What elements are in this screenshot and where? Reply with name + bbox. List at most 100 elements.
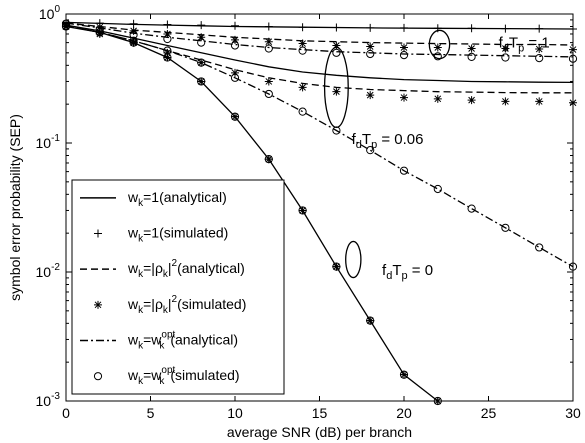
point-w-k-k-2-simulated-fd-1 bbox=[95, 23, 104, 32]
point-w-k-k-2-simulated-fd-1 bbox=[467, 44, 476, 53]
point-w-k-w-k-opt-simulated-fd-1 bbox=[163, 34, 172, 44]
point-w-k-k-2-simulated-fd-0-06 bbox=[332, 87, 341, 96]
point-w-k-w-k-opt-simulated-fd-0-06 bbox=[467, 204, 476, 213]
x-tick-label: 15 bbox=[312, 405, 328, 421]
point-w-k-w-k-opt-simulated-fd-1 bbox=[399, 51, 409, 60]
point-w-k-w-k-opt-simulated-fd-0 bbox=[332, 262, 341, 271]
point-w-k-1-simulated-fd-1 bbox=[264, 22, 273, 31]
point-w-k-w-k-opt-simulated-fd-1 bbox=[298, 46, 307, 55]
point-w-k-w-k-opt-simulated-fd-0-06 bbox=[433, 184, 442, 194]
point-w-k-k-2-simulated-fd-0-06 bbox=[264, 77, 273, 86]
point-w-k-w-k-opt-simulated-fd-0-06 bbox=[366, 146, 375, 155]
point-w-k-k-2-simulated-fd-0-06 bbox=[366, 91, 375, 100]
point-w-k-k-2-simulated-fd-0-06 bbox=[501, 97, 510, 106]
point-w-k-1-simulated-fd-1 bbox=[231, 21, 239, 30]
y-tick-label: 10-2 bbox=[36, 262, 61, 280]
point-w-k-1-simulated-fd-1 bbox=[366, 23, 375, 32]
point-w-k-k-2-simulated-fd-1 bbox=[231, 35, 239, 44]
point-w-k-w-k-opt-simulated-fd-0 bbox=[399, 370, 409, 379]
point-w-k-k-2-simulated-fd-1 bbox=[163, 29, 172, 38]
point-w-k-k-2-simulated-fd-0 bbox=[332, 262, 341, 271]
point-w-k-k-2-simulated-fd-1 bbox=[298, 39, 307, 48]
point-w-k-w-k-opt-simulated-fd-0-06 bbox=[535, 243, 544, 252]
point-w-k-k-2-simulated-fd-0-06 bbox=[535, 97, 544, 106]
point-w-k-w-k-opt-simulated-fd-0-06 bbox=[264, 89, 273, 99]
annotation-layer: fdTp = 1 fdTp = 0.06 fdTp = 0 bbox=[323, 29, 550, 282]
point-w-k-k-2-simulated-fd-1 bbox=[535, 45, 544, 54]
series-line-w-k-w-k-opt-analytical-fd-1 bbox=[65, 22, 574, 58]
group-ellipse bbox=[345, 240, 362, 279]
point-w-k-1-simulated-fd-1 bbox=[163, 20, 172, 29]
point-w-k-w-k-opt-simulated-fd-0-06 bbox=[230, 73, 240, 82]
point-w-k-w-k-opt-simulated-fd-1 bbox=[501, 53, 510, 62]
point-w-k-1-simulated-fd-1 bbox=[535, 24, 544, 33]
y-axis-label: symbol error probability (SEP) bbox=[7, 114, 23, 301]
point-w-k-1-simulated-fd-1 bbox=[467, 24, 476, 33]
point-w-k-w-k-opt-simulated-fd-0-06 bbox=[163, 46, 172, 55]
point-w-k-w-k-opt-simulated-fd-0-06 bbox=[501, 223, 510, 232]
fd-annotation-1: fdTp = 1 bbox=[499, 34, 550, 54]
legend-label: wk=|ρk|2(simulated) bbox=[127, 294, 246, 316]
series-layer bbox=[61, 18, 578, 406]
legend-box bbox=[71, 179, 285, 395]
point-w-k-w-k-opt-simulated-fd-0-06 bbox=[129, 36, 138, 45]
point-w-k-k-2-simulated-fd-1 bbox=[433, 43, 442, 52]
point-w-k-k-2-simulated-fd-1 bbox=[366, 42, 375, 51]
point-w-k-w-k-opt-simulated-fd-1 bbox=[467, 52, 476, 61]
point-w-k-k-2-simulated-fd-0 bbox=[231, 112, 239, 121]
point-w-k-1-simulated-fd-1 bbox=[400, 23, 408, 32]
point-w-k-k-2-simulated-fd-0-06 bbox=[298, 83, 307, 92]
point-w-k-k-2-simulated-fd-0 bbox=[298, 206, 307, 215]
legend-label: wk=wopt k (analytical) bbox=[127, 330, 238, 352]
series-line-w-k-k-2-analytical-fd-1 bbox=[65, 22, 574, 46]
x-tick-label: 10 bbox=[227, 405, 243, 421]
x-tick-label: 30 bbox=[565, 405, 581, 421]
point-w-k-w-k-opt-simulated-fd-0 bbox=[366, 316, 375, 325]
point-w-k-w-k-opt-simulated-fd-1 bbox=[264, 44, 273, 53]
point-w-k-w-k-opt-simulated-fd-1 bbox=[230, 41, 240, 50]
ticks-layer: 0 5 10 15 20 25 30 10-3 10-2 10-1 100 bbox=[36, 4, 581, 421]
series-line-w-k-1-analytical-fd-0-06 bbox=[65, 24, 574, 84]
point-w-k-1-simulated-fd-1 bbox=[332, 23, 341, 32]
legend-label: wk=|ρk|2(analytical) bbox=[127, 258, 245, 280]
legend-label: wk=wopt k (simulated) bbox=[127, 365, 240, 387]
point-w-k-w-k-opt-simulated-fd-0-06 bbox=[399, 166, 409, 175]
point-w-k-k-2-simulated-fd-0-06 bbox=[433, 94, 442, 103]
x-tick-label: 5 bbox=[147, 405, 155, 421]
point-w-k-w-k-opt-simulated-fd-1 bbox=[197, 38, 206, 47]
point-w-k-w-k-opt-simulated-fd-1 bbox=[366, 49, 375, 59]
point-w-k-k-2-simulated-fd-0-06 bbox=[400, 93, 408, 102]
point-w-k-k-2-simulated-fd-0 bbox=[366, 316, 375, 325]
point-w-k-k-2-simulated-fd-0-06 bbox=[231, 68, 239, 77]
x-axis-label: average SNR (dB) per branch bbox=[227, 424, 412, 440]
x-tick-label: 25 bbox=[481, 405, 497, 421]
point-w-k-w-k-opt-simulated-fd-1 bbox=[535, 54, 544, 63]
fd-annotation-0: fdTp = 0 bbox=[382, 262, 433, 282]
legend-label: wk=1(analytical) bbox=[127, 189, 227, 209]
point-w-k-k-2-simulated-fd-1 bbox=[264, 37, 273, 46]
y-tick-label: 100 bbox=[39, 4, 61, 22]
point-w-k-w-k-opt-simulated-fd-0 bbox=[197, 77, 206, 86]
x-tick-label: 0 bbox=[62, 405, 70, 421]
y-tick-label: 10-3 bbox=[36, 391, 61, 409]
point-w-k-1-simulated-fd-1 bbox=[501, 24, 510, 33]
y-tick-label: 10-1 bbox=[36, 133, 61, 151]
legend: wk=1(analytical) wk=1(simulated) wk=|ρk|2(… bbox=[71, 179, 285, 395]
point-w-k-w-k-opt-simulated-fd-0 bbox=[298, 206, 307, 215]
point-w-k-w-k-opt-simulated-fd-1 bbox=[332, 48, 341, 57]
group-ellipse bbox=[428, 29, 451, 60]
group-ellipse bbox=[323, 46, 349, 128]
legend-marker-swatch bbox=[93, 372, 103, 381]
point-w-k-k-2-simulated-fd-0-06 bbox=[163, 48, 172, 57]
point-w-k-1-simulated-fd-1 bbox=[129, 19, 138, 28]
point-w-k-1-simulated-fd-1 bbox=[298, 23, 307, 32]
point-w-k-k-2-simulated-fd-1 bbox=[332, 41, 341, 50]
point-w-k-k-2-simulated-fd-1 bbox=[197, 33, 206, 42]
point-w-k-k-2-simulated-fd-0-06 bbox=[467, 96, 476, 105]
point-w-k-w-k-opt-simulated-fd-0-06 bbox=[298, 107, 307, 116]
point-w-k-w-k-opt-simulated-fd-0 bbox=[230, 112, 240, 121]
legend-label: wk=1(simulated) bbox=[127, 225, 228, 245]
fd-annotation-0-06: fdTp = 0.06 bbox=[352, 131, 424, 151]
point-w-k-k-2-simulated-fd-0 bbox=[197, 77, 206, 86]
